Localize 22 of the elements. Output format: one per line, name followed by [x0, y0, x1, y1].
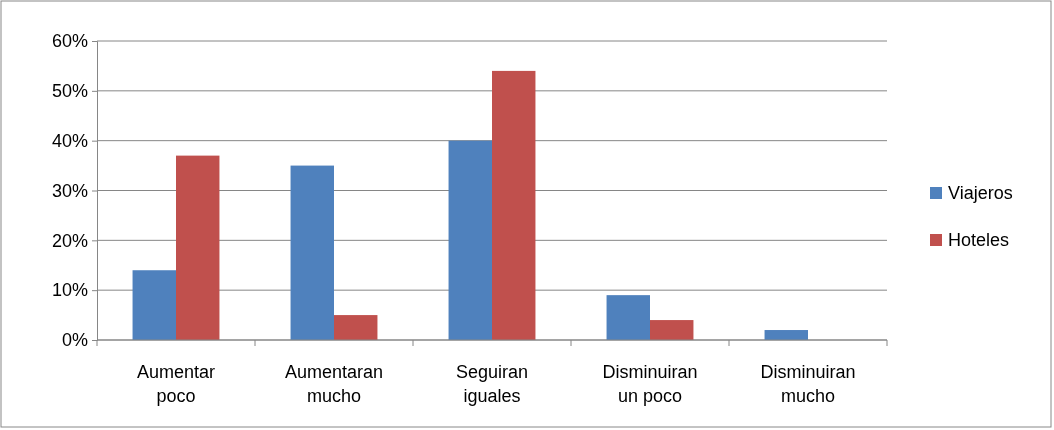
y-tick-label: 30% [51, 180, 88, 201]
x-tick-label: Aumentaran mucho [284, 362, 384, 407]
bar [448, 140, 492, 340]
bar [176, 155, 220, 340]
x-tick-label: Disminuiran mucho [760, 362, 856, 407]
x-tick-label: Disminuiran un poco [602, 362, 698, 407]
bar [290, 165, 334, 340]
y-tick-label: 20% [51, 230, 88, 251]
x-tick-label: Seguiran iguales [455, 362, 529, 407]
bar [650, 320, 694, 340]
legend-label: Viajeros [948, 183, 1013, 203]
bar [334, 315, 378, 340]
y-tick-label: 0% [61, 330, 88, 351]
x-tick-label: Aumentar poco [136, 362, 216, 407]
y-tick-label: 10% [51, 280, 88, 301]
y-tick-label: 40% [51, 130, 88, 151]
y-tick-label: 50% [51, 81, 88, 102]
bar [132, 270, 176, 340]
legend-label: Hoteles [948, 230, 1010, 250]
bar [492, 70, 536, 340]
y-tick-label: 60% [51, 31, 88, 52]
bar [606, 295, 650, 340]
